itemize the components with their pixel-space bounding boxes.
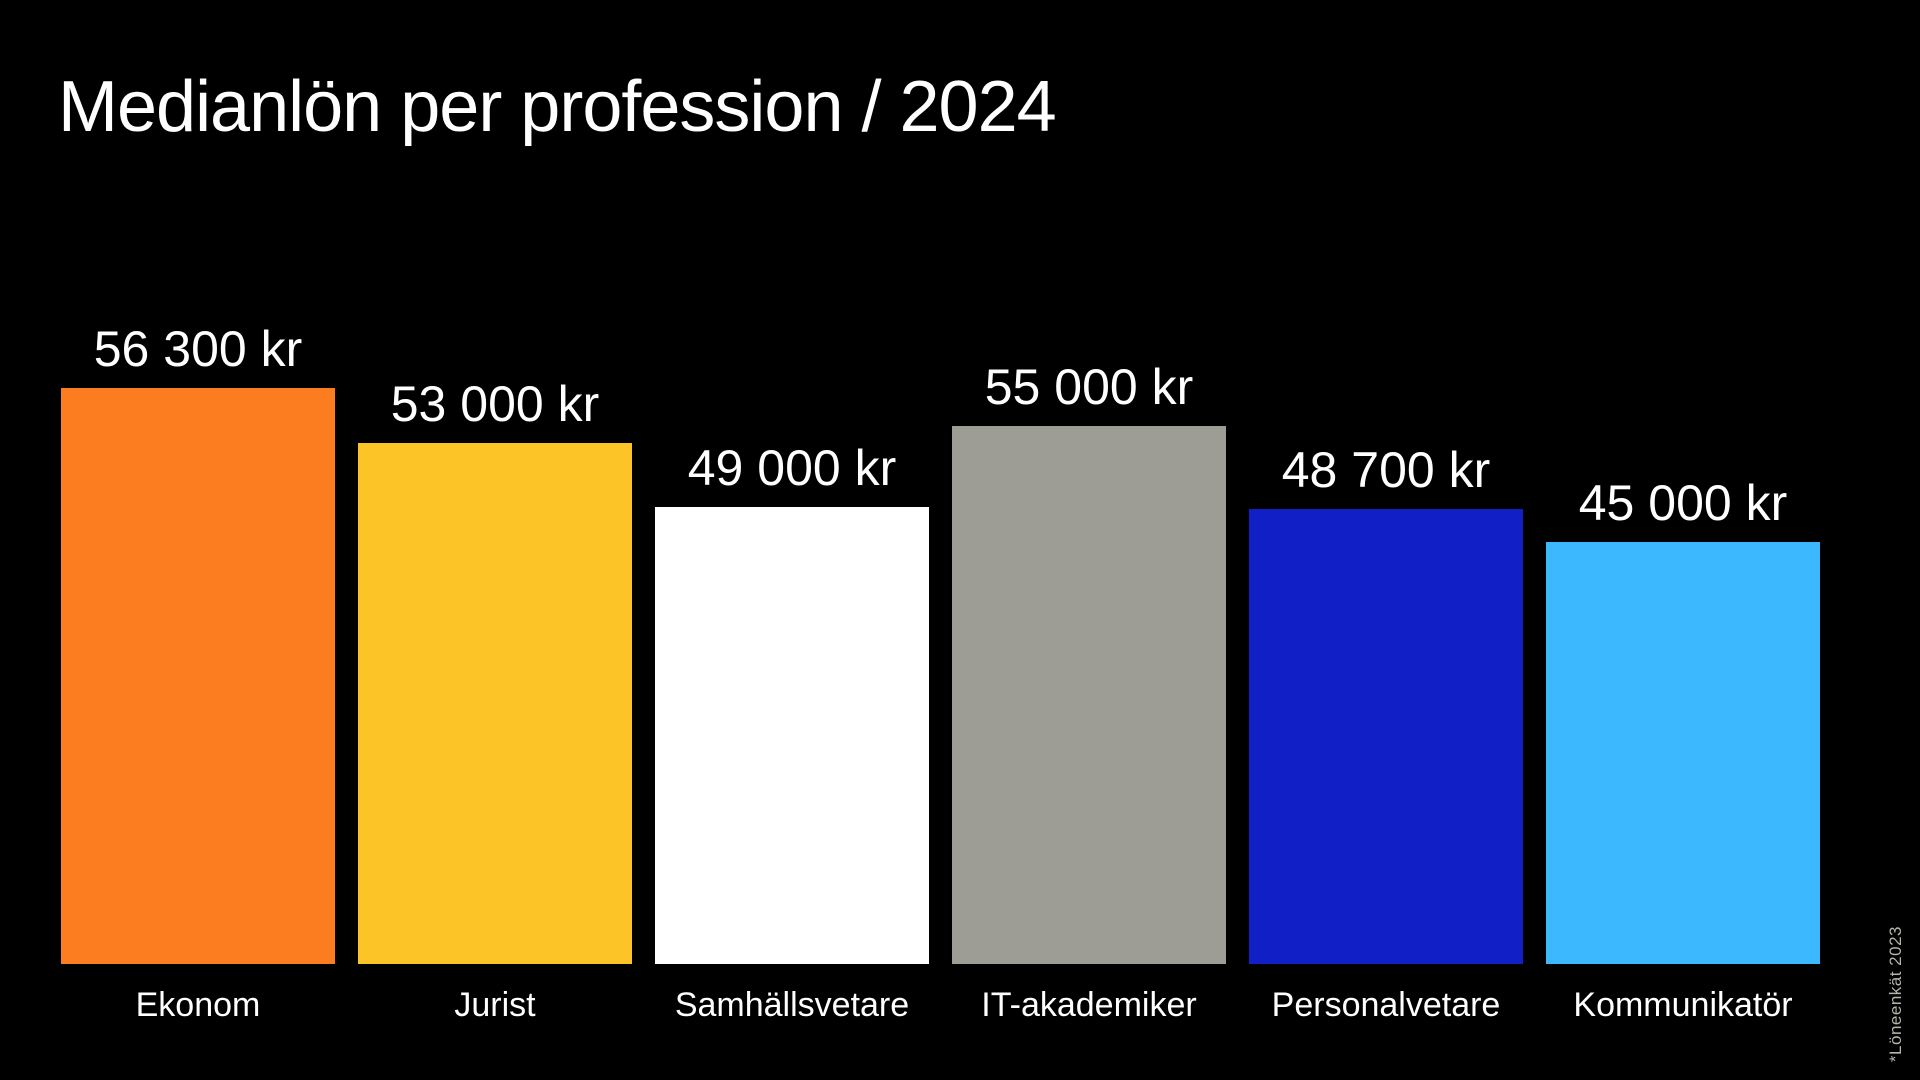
bar-jurist [358,443,632,964]
bar-value-label: 49 000 kr [687,440,897,496]
bar-personalvetare [1249,509,1523,964]
bar-group: 55 000 kr IT-akademiker [952,359,1226,1022]
bar-value-label: 55 000 kr [984,359,1194,415]
bar-group: 49 000 kr Samhällsvetare [655,440,929,1022]
bar-samhällsvetare [655,507,929,964]
bar-ekonom [61,388,335,964]
chart-title: Medianlön per profession / 2024 [58,67,1057,147]
bar-group: 45 000 kr Kommunikatör [1546,475,1820,1022]
bar-group: 53 000 kr Jurist [358,376,632,1022]
bar-value-label: 48 700 kr [1281,442,1491,498]
bar-value-label: 45 000 kr [1578,475,1788,531]
bar-category-label: Samhällsvetare [674,986,910,1024]
bar-value-label: 56 300 kr [93,321,303,377]
bar-kommunikatör [1546,542,1820,964]
bar-category-label: Personalvetare [1271,986,1501,1024]
bar-category-label: Kommunikatör [1573,986,1793,1024]
bar-category-label: Ekonom [135,986,261,1024]
footnote-source-vertical: *Löneenkät 2023 [1886,925,1905,1062]
bar-value-label: 53 000 kr [390,376,600,432]
bar-category-label: IT-akademiker [981,986,1197,1024]
bar-group: 48 700 kr Personalvetare [1249,442,1523,1022]
bar-group: 56 300 kr Ekonom [61,321,335,1022]
bar-category-label: Jurist [454,986,536,1024]
bar-it-akademiker [952,426,1226,964]
